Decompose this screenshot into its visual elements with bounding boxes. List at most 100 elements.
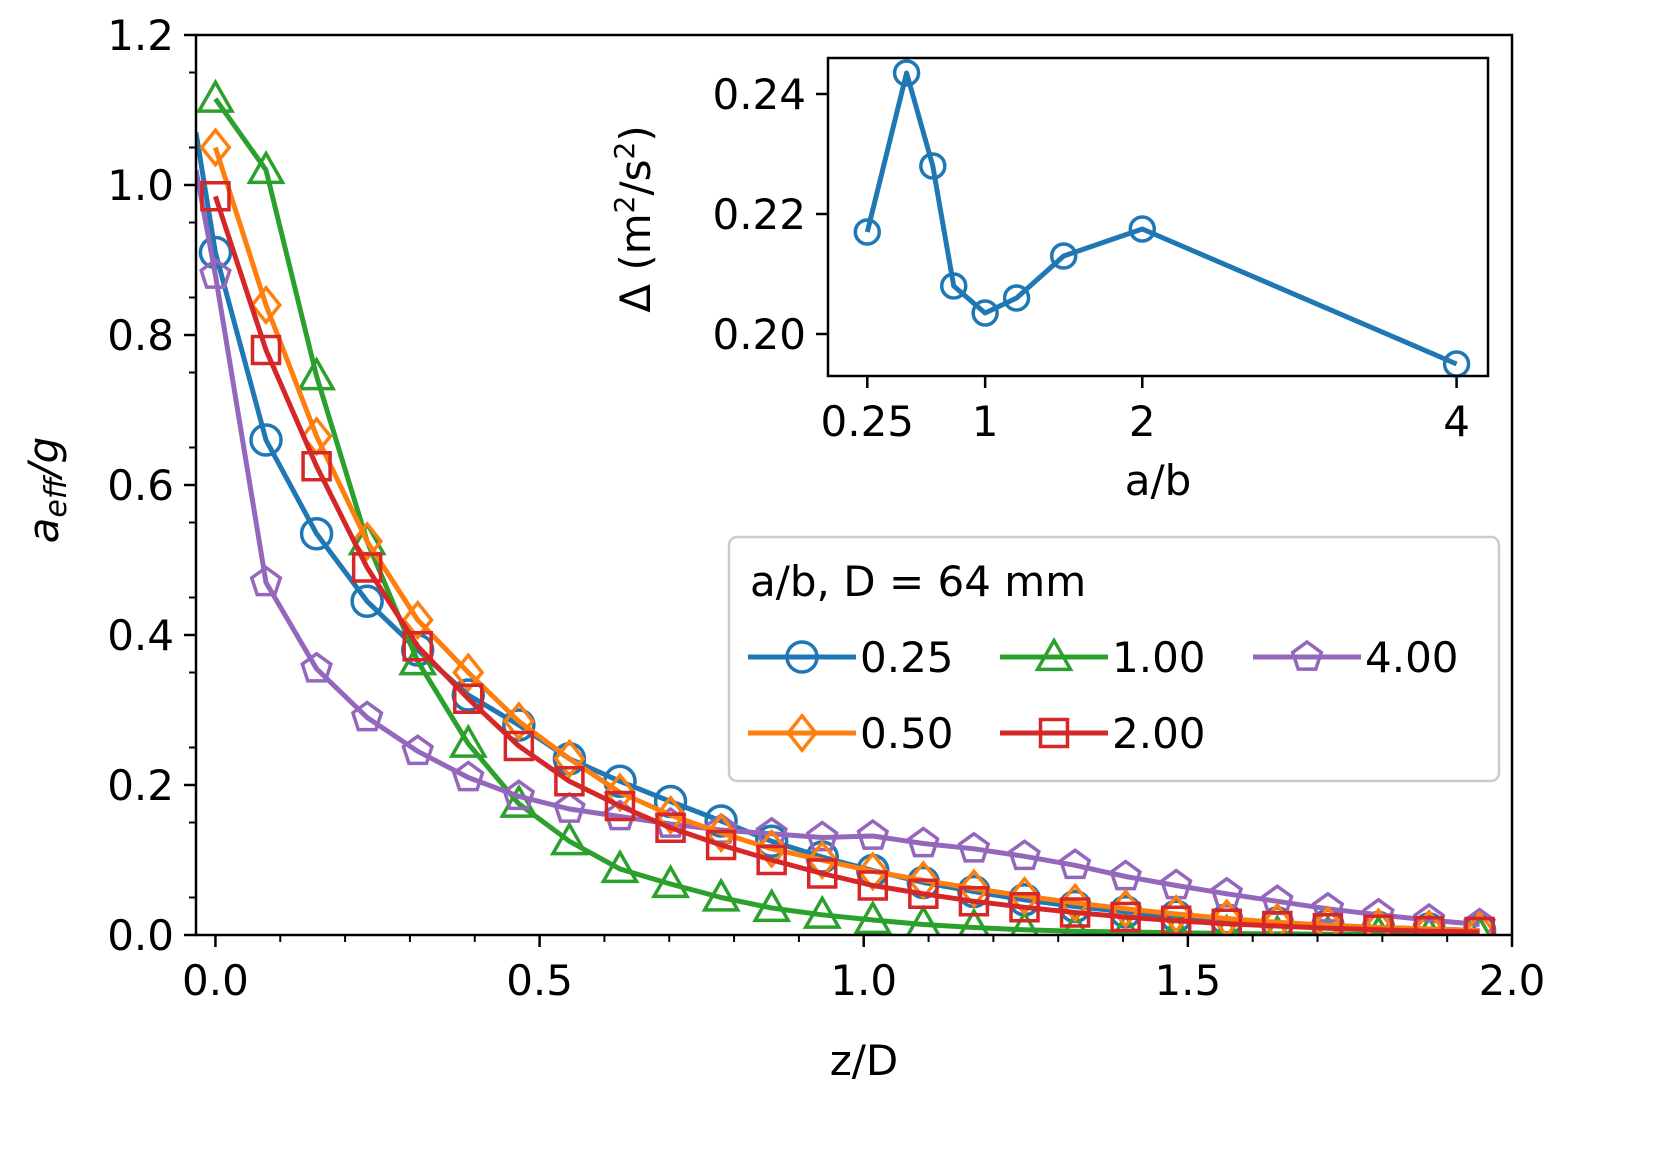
x-tick-label: 2.0 [1479, 956, 1546, 1005]
inset-frame [826, 56, 1490, 378]
data-point-4.00 [350, 700, 384, 732]
data-point-1.00 [499, 783, 539, 818]
data-point-4.00 [553, 791, 586, 823]
inset-y-axis-label: Δ (m2/s2) [608, 125, 660, 312]
data-point-2.00 [908, 878, 939, 909]
data-point-1.00 [853, 899, 893, 935]
data-point-0.50 [755, 828, 788, 869]
legend-label-0.25: 0.25 [860, 633, 954, 682]
data-point-4.00 [502, 779, 536, 811]
data-point-2.00 [756, 844, 787, 876]
data-point-2.00 [857, 870, 889, 901]
data-point-4.00 [1311, 891, 1345, 923]
y-axis-label-sub: eff [39, 474, 74, 517]
data-point-1.00 [196, 78, 235, 113]
data-point-4.00 [1058, 848, 1092, 880]
data-point-2.00 [402, 631, 433, 662]
inset-data-point [919, 152, 947, 180]
data-point-4.00 [199, 257, 232, 289]
data-point-0.50 [452, 652, 485, 693]
data-point-1.00 [651, 863, 691, 899]
data-point-0.50 [806, 839, 839, 881]
data-point-0.50 [856, 851, 889, 892]
data-point-1.00 [297, 356, 337, 391]
inset-data-point [1049, 242, 1078, 270]
data-point-2.00 [1312, 913, 1344, 935]
series-line-4.00 [196, 169, 1480, 927]
data-point-2.00 [1009, 892, 1040, 923]
inset-plot: 0.25 1 2 40.200.220.24a/bΔ (m2/s2) [608, 56, 1490, 505]
data-point-2.00 [1059, 897, 1091, 928]
data-point-2.00 [1363, 914, 1394, 935]
data-point-4.00 [1008, 839, 1041, 871]
main-plot: 0.0 0.5 1.0 1.5 2.0 0.0 0.2 0.4 0.6 0.8 1.0 1.2 z/D a… [19, 11, 1545, 1085]
data-point-0.50 [907, 860, 940, 901]
y-tick-label: 0.2 [107, 761, 174, 810]
data-point-0.50 [1210, 898, 1243, 935]
data-point-4.00 [249, 565, 283, 597]
data-point-1.00 [600, 848, 640, 884]
data-point-2.00 [351, 552, 383, 583]
y-tick-label: 0.0 [107, 911, 174, 960]
data-point-2.00 [301, 451, 332, 482]
data-point-2.00 [503, 730, 535, 762]
data-point-4.00 [1210, 876, 1244, 908]
data-point-1.00 [752, 887, 792, 923]
inset-data-point [853, 218, 882, 246]
main-frame [194, 33, 1514, 937]
data-point-0.50 [603, 772, 637, 813]
legend-label-1.00: 1.00 [1112, 633, 1206, 682]
x-tick-label: 1.5 [1154, 956, 1221, 1005]
data-point-1.00 [246, 149, 286, 185]
inset-data-point [939, 272, 968, 300]
data-point-0.50 [1463, 910, 1496, 935]
legend-item: 4.00 [1253, 633, 1459, 682]
data-point-2.00 [604, 790, 636, 822]
inset-y-label-suffix: ) [611, 125, 660, 141]
inset-data-point [892, 59, 921, 87]
data-point-2.00 [958, 886, 990, 917]
data-point-0.50 [654, 794, 687, 836]
data-point-4.00 [300, 651, 333, 683]
x-axis-label: z/D [830, 1036, 899, 1085]
y-axis-label-suffix: /g [19, 437, 68, 482]
data-point-0.50 [705, 812, 738, 854]
data-point-2.00 [1110, 901, 1141, 933]
data-point-0.50 [1008, 875, 1041, 917]
data-point-0.50 [199, 127, 232, 168]
data-point-0.50 [1261, 902, 1294, 935]
x-tick-label: 0.0 [182, 956, 249, 1005]
data-point-4.00 [907, 826, 940, 858]
data-point-0.50 [351, 521, 384, 562]
data-point-2.00 [655, 812, 686, 843]
inset-series-line [864, 70, 1458, 367]
inset-y-label-prefix: Δ (m [611, 213, 660, 312]
legend-item: 0.25 [748, 633, 954, 682]
data-point-2.00 [806, 858, 838, 889]
legend-item: 1.00 [1000, 633, 1206, 682]
legend-marker-0.25 [785, 640, 819, 674]
legend-marker-4.00 [1290, 639, 1324, 671]
inset-y-label-mid: /s [611, 159, 660, 195]
inset-y-tick-label: 0.24 [712, 70, 806, 119]
data-point-1.00 [905, 904, 941, 935]
inset-x-tick-label: 4 [1443, 397, 1470, 446]
legend-label-0.50: 0.50 [860, 709, 954, 758]
legend: a/b, D = 64 mm 0.25 1.00 4.00 0.50 2.00 [727, 535, 1501, 783]
data-point-0.50 [553, 738, 586, 779]
data-point-1.00 [1010, 909, 1039, 935]
inset-data-point [1128, 215, 1157, 243]
data-point-4.00 [957, 831, 991, 863]
data-point-0.50 [957, 868, 990, 909]
inset-y-tick-label: 0.22 [712, 190, 806, 239]
data-point-0.50 [1362, 907, 1395, 935]
data-point-1.00 [1163, 912, 1189, 935]
data-point-0.50 [1311, 905, 1344, 935]
y-axis-label: aeff/g [19, 437, 74, 544]
data-point-1.00 [1061, 911, 1089, 935]
data-point-1.00 [1214, 913, 1240, 935]
legend-title: a/b, D = 64 mm [750, 557, 1086, 606]
y-tick-label: 1.2 [107, 11, 174, 60]
